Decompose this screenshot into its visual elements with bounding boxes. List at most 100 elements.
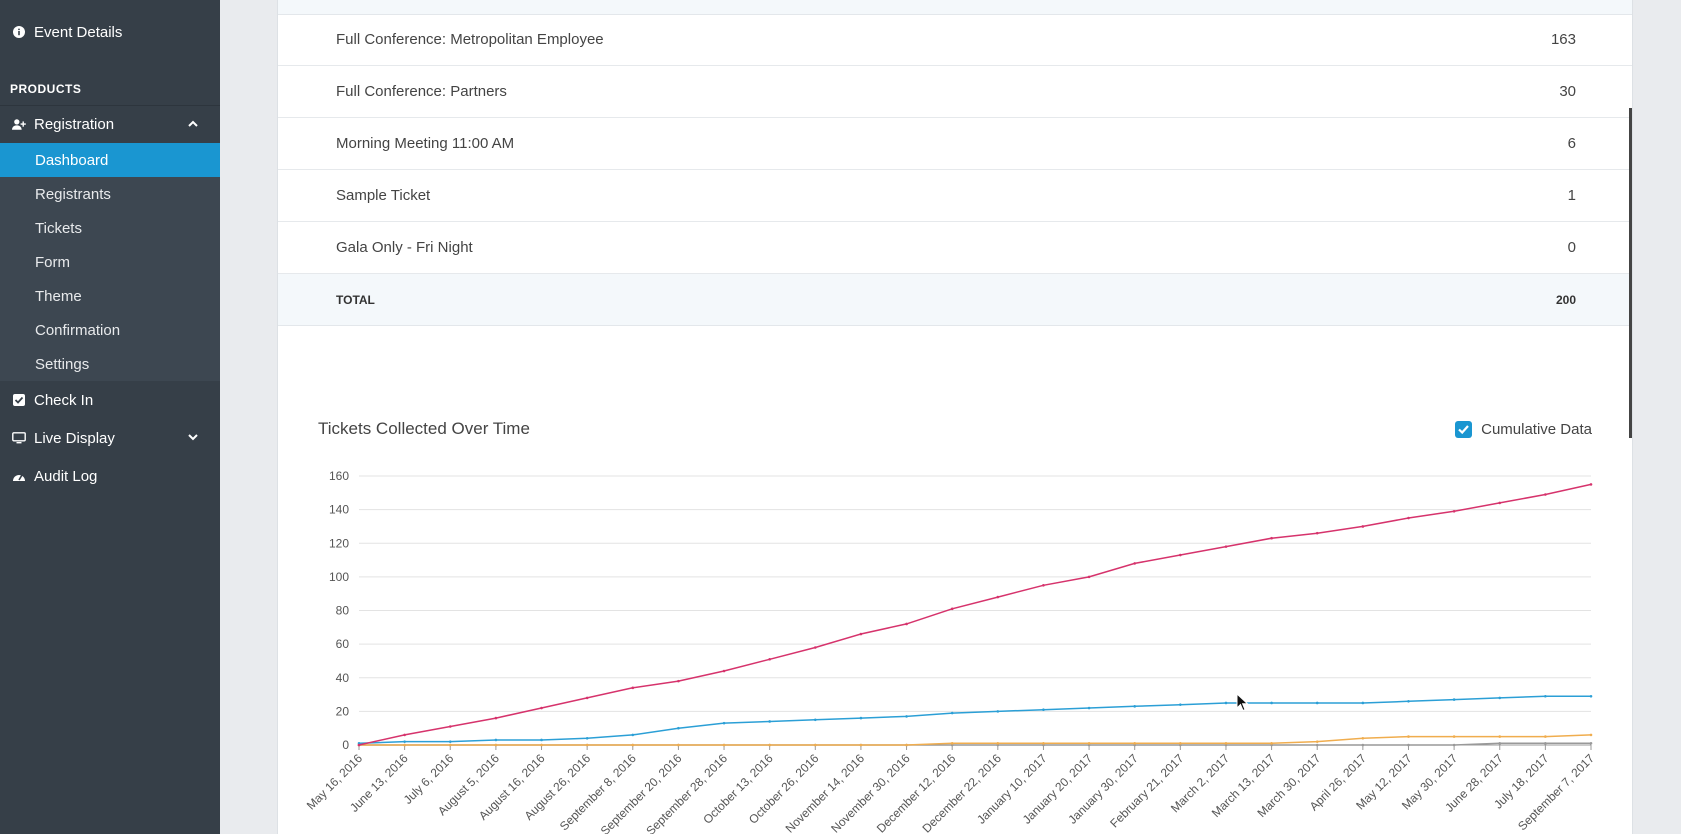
data-point [950,607,954,611]
data-point [813,743,817,747]
ticket-name: Sample Ticket [336,187,431,204]
data-point [1270,701,1273,705]
data-point [1087,575,1091,579]
sidebar-item-label: Registrants [35,185,111,203]
data-point [722,721,726,725]
nav-event-details[interactable]: Event Details [0,14,220,50]
sidebar-item-form[interactable]: Form [0,245,220,279]
data-point [1179,703,1182,706]
nav-event-details-label: Event Details [34,23,123,41]
data-point [1179,553,1182,557]
chevron-down-icon [186,430,200,444]
data-point [905,743,908,747]
table-row: Morning Meeting 11:00 AM 6 [278,118,1632,170]
data-point [1361,525,1365,528]
y-tick-label: 140 [329,503,349,517]
table-row: Gala Only - Fri Night 0 [278,222,1632,274]
sidebar-item-theme[interactable]: Theme [0,279,220,313]
data-point [1087,706,1091,710]
mouse-cursor-icon [1236,693,1249,712]
info-icon [12,25,26,39]
data-point [1452,743,1456,747]
data-point [996,595,1000,599]
sidebar-item-dashboard[interactable]: Dashboard [0,143,220,177]
data-point [1498,735,1502,738]
cumulative-label: Cumulative Data [1481,421,1592,438]
x-tick-label: November 30, 2016 [828,751,913,834]
user-plus-icon [12,118,26,132]
data-point [677,726,680,730]
data-point [905,715,908,718]
data-point [403,743,406,747]
sidebar-item-label: Settings [35,355,90,373]
x-tick-label: November 14, 2016 [783,751,868,834]
dashboard-panel: Full Conference: Metropolitan Employee 1… [277,0,1633,834]
nav-live-display-label: Live Display [34,429,115,447]
series-line [358,695,1591,745]
nav-check-in[interactable]: Check In [0,381,220,419]
data-point [905,622,908,626]
table-row: Full Conference: Partners 30 [278,66,1632,118]
data-point [448,743,452,747]
nav-registration[interactable]: Registration [0,105,220,143]
dashboard-gauge-icon [12,469,26,483]
data-point [722,743,726,747]
data-point [677,679,680,683]
y-tick-label: 160 [329,469,349,483]
data-point [1042,708,1045,711]
data-point [1224,545,1228,548]
sidebar-item-label: Tickets [35,219,82,237]
data-point [448,725,452,728]
data-point [996,710,1000,713]
data-point [540,706,543,710]
data-point [585,743,589,747]
data-point [1407,699,1410,703]
data-point [1315,531,1319,535]
y-tick-label: 120 [329,536,349,550]
data-point [494,738,498,742]
x-tick-label: December 22, 2016 [920,751,1005,834]
nav-live-display[interactable]: Live Display [0,419,220,457]
check-square-icon [12,393,26,407]
data-point [1544,735,1547,738]
data-point [403,733,406,737]
table-row: Full Conference: Metropolitan Employee 1… [278,14,1632,66]
sidebar-item-tickets[interactable]: Tickets [0,211,220,245]
sidebar-item-label: Confirmation [35,321,121,339]
data-point [1498,742,1502,745]
data-point [768,743,771,747]
data-point [1042,583,1045,587]
y-tick-label: 60 [336,637,350,651]
data-point [1544,742,1547,745]
total-label: TOTAL [336,292,375,307]
data-point [1361,736,1365,740]
ticket-name: Full Conference: Partners [336,83,507,100]
scrollbar-thumb[interactable] [1629,108,1632,438]
sidebar-item-label: Dashboard [35,151,109,169]
data-point [768,657,771,661]
chart-title: Tickets Collected Over Time [318,419,530,438]
data-point [950,711,954,715]
data-point [403,740,406,743]
x-tick-label: September 8, 2016 [557,751,639,833]
sidebar-item-confirmation[interactable]: Confirmation [0,313,220,347]
nav-audit-log[interactable]: Audit Log [0,457,220,495]
sidebar-item-label: Theme [35,287,82,305]
cumulative-data-toggle[interactable]: Cumulative Data [1455,421,1592,438]
ticket-count: 1 [1567,187,1576,204]
sidebar-item-settings[interactable]: Settings [0,347,220,381]
y-tick-label: 100 [329,570,349,584]
data-point [585,696,589,700]
data-point [1361,743,1365,747]
ticket-count: 163 [1550,31,1576,48]
cumulative-checkbox[interactable] [1455,421,1473,438]
sidebar-item-registrants[interactable]: Registrants [0,177,220,211]
data-point [996,742,1000,745]
x-tick-label: December 12, 2016 [874,751,959,834]
data-point [1498,501,1502,505]
data-point [1452,698,1456,701]
data-point [1133,562,1137,565]
data-point [494,716,498,720]
data-point [448,740,452,743]
